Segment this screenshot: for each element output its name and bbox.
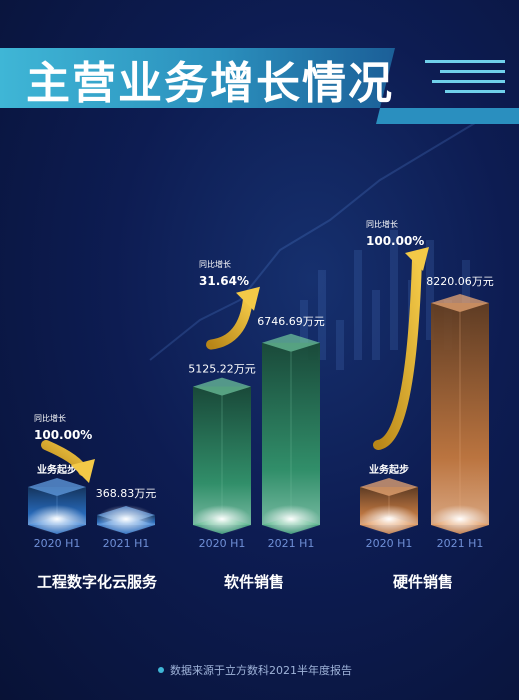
category-label: 硬件销售 xyxy=(393,573,453,591)
value-label: 8220.06万元 xyxy=(426,275,494,288)
candlestick-icon xyxy=(354,250,362,360)
glow-icon xyxy=(97,505,155,533)
growth-caption: 同比增长 xyxy=(199,259,231,269)
category-label: 工程数字化云服务 xyxy=(37,573,158,591)
source-text: 数据来源于立方数科2021半年度报告 xyxy=(170,663,352,677)
bar-body xyxy=(431,303,489,525)
growth-caption: 同比增长 xyxy=(366,219,398,229)
banner-stripes-icon xyxy=(425,60,505,93)
background-decoration xyxy=(149,119,481,370)
glow-icon xyxy=(28,505,86,533)
value-label: 5125.22万元 xyxy=(188,363,256,376)
period-label: 2021 H1 xyxy=(103,537,150,550)
growth-value: 100.00% xyxy=(34,428,92,442)
candlestick-icon xyxy=(426,240,434,340)
period-label: 2021 H1 xyxy=(437,537,484,550)
bar-groups: 业务起步 368.83万元 2020 H1 2021 H1 工程数字化云服务 同比增长 10… xyxy=(28,219,494,591)
growth-value: 31.64% xyxy=(199,274,249,288)
bullet-icon xyxy=(158,667,164,673)
bar-top xyxy=(193,377,251,396)
candlestick-icon xyxy=(390,230,398,350)
bar-body xyxy=(193,386,251,525)
growth-arrow-icon xyxy=(373,247,429,450)
glow-icon xyxy=(360,505,418,533)
candlestick-icon xyxy=(318,270,326,360)
source-note: 数据来源于立方数科2021半年度报告 xyxy=(158,663,352,677)
bar xyxy=(28,478,86,534)
bar-top xyxy=(360,478,418,496)
page-title: 主营业务增长情况 xyxy=(26,58,394,109)
value-label: 6746.69万元 xyxy=(257,315,325,328)
bar xyxy=(97,505,155,534)
period-label: 2021 H1 xyxy=(268,537,315,550)
bar xyxy=(262,333,320,534)
growth-arrow-icon xyxy=(41,440,95,484)
candlestick-icon xyxy=(372,290,380,360)
bar xyxy=(431,294,489,534)
glow-icon xyxy=(262,505,320,533)
period-label: 2020 H1 xyxy=(366,537,413,550)
title-banner: 主营业务增长情况 xyxy=(0,48,519,124)
bar-top xyxy=(262,333,320,352)
candlestick-icon xyxy=(336,320,344,370)
growth-arrow-icon xyxy=(206,286,260,350)
business-start-label: 业务起步 xyxy=(369,463,409,476)
trend-line-icon xyxy=(149,119,481,361)
period-label: 2020 H1 xyxy=(199,537,246,550)
bar xyxy=(360,478,418,534)
candlestick-icon xyxy=(300,300,308,360)
glow-icon xyxy=(193,505,251,533)
growth-value: 100.00% xyxy=(366,234,424,248)
growth-caption: 同比增长 xyxy=(34,413,66,423)
value-label: 368.83万元 xyxy=(96,487,157,500)
bar-body xyxy=(262,342,320,525)
period-label: 2020 H1 xyxy=(34,537,81,550)
business-start-label: 业务起步 xyxy=(37,463,77,476)
bar xyxy=(193,377,251,534)
bar-top xyxy=(28,478,86,496)
category-label: 软件销售 xyxy=(224,573,284,591)
glow-icon xyxy=(431,505,489,533)
bar-top xyxy=(431,294,489,312)
